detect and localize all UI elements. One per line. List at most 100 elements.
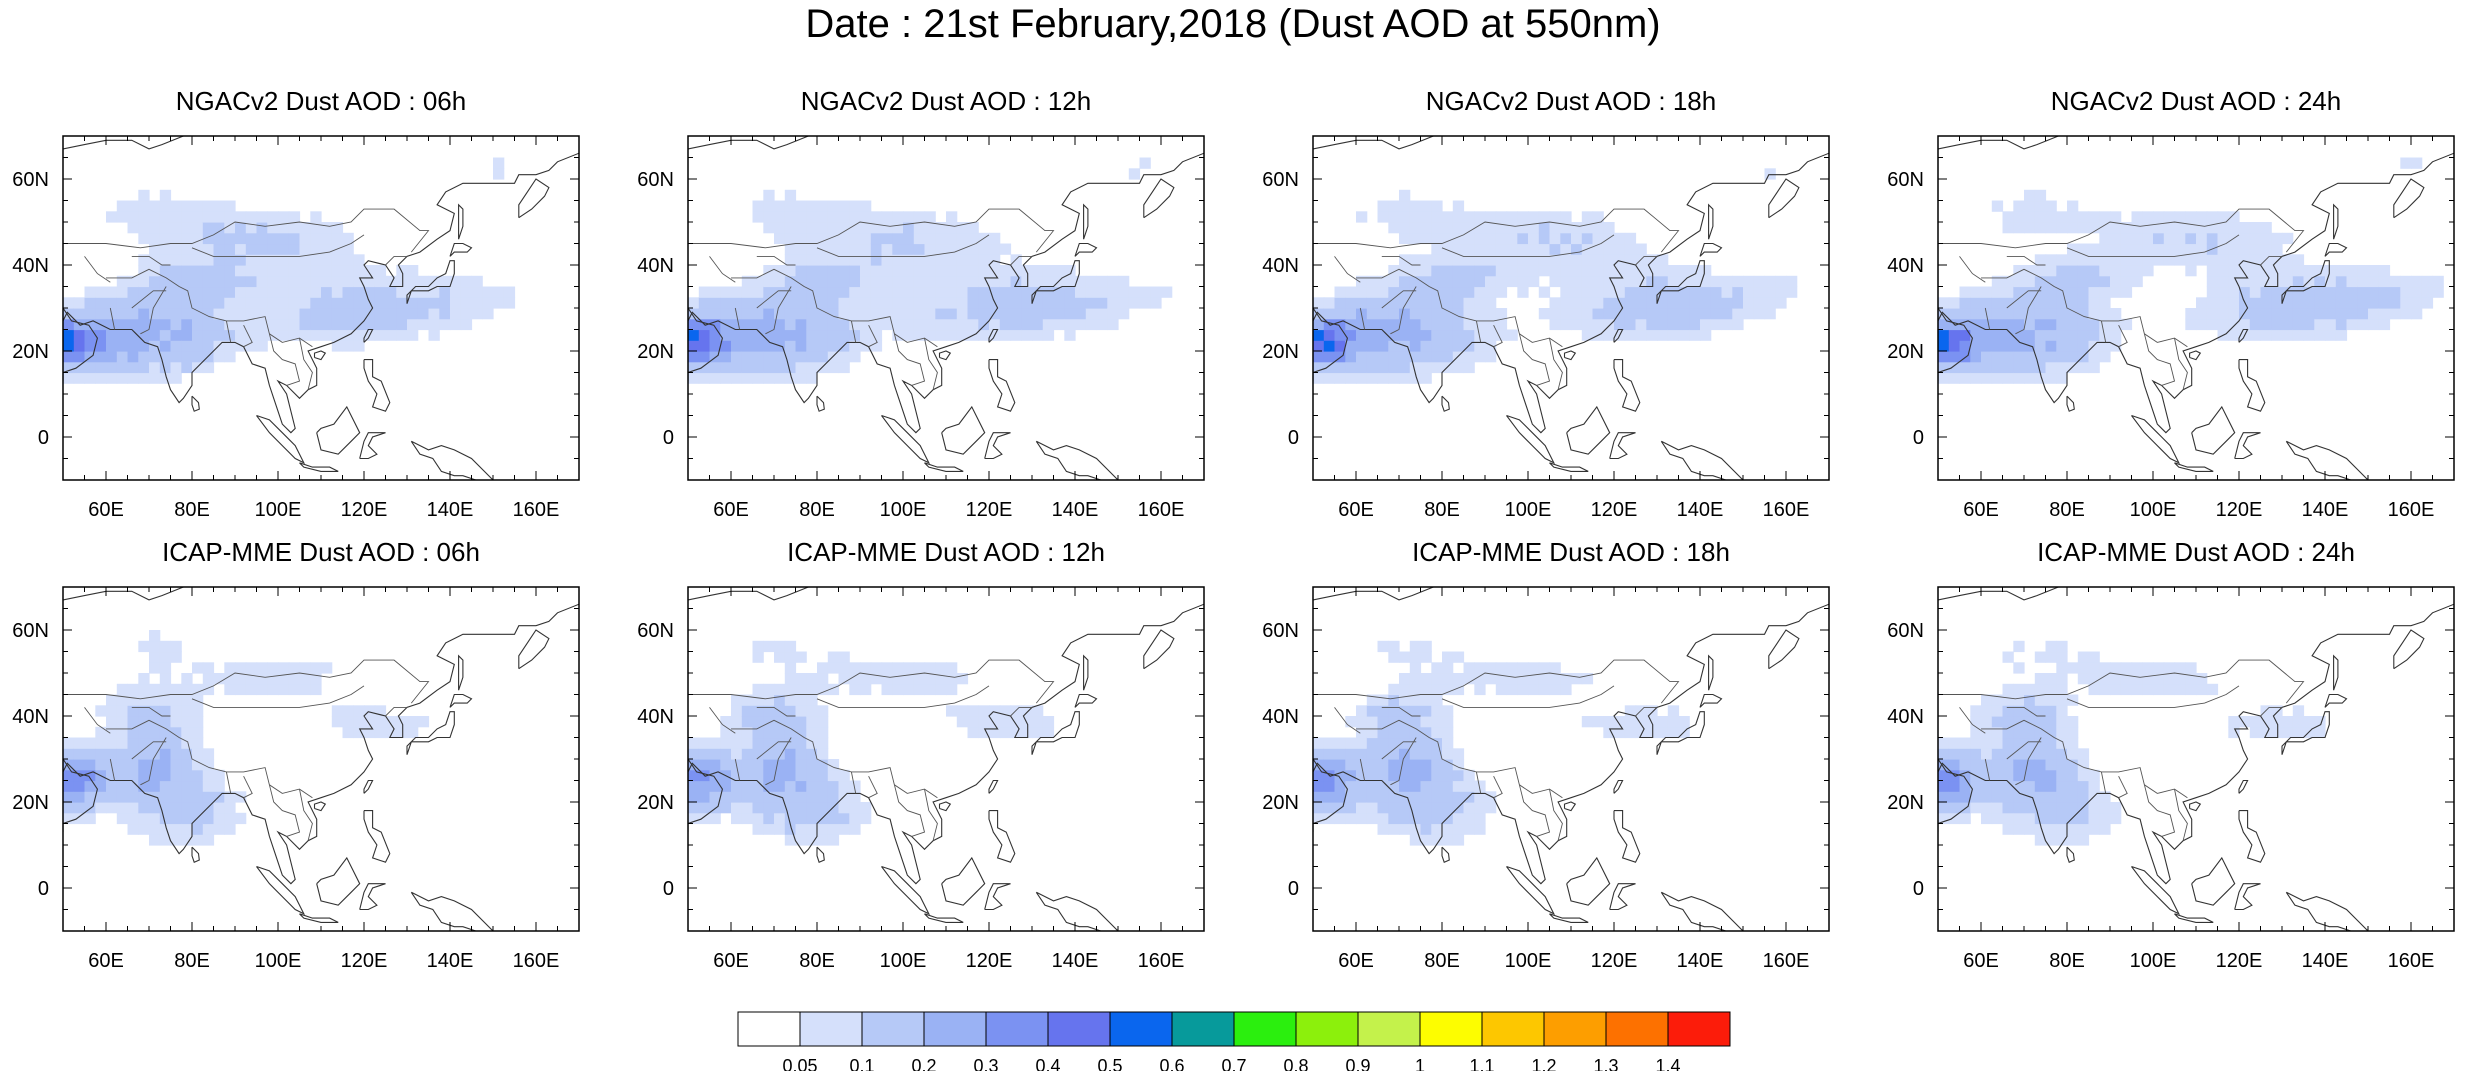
lon-tick-label: 140E <box>1052 499 1099 521</box>
lat-tick-label: 0 <box>663 427 674 449</box>
lat-tick-label: 60N <box>12 620 49 642</box>
lon-tick-label: 60E <box>88 499 124 521</box>
lat-tick-label: 20N <box>12 792 49 814</box>
lat-tick-label: 40N <box>1262 255 1299 277</box>
coastlines <box>688 587 1204 931</box>
lat-tick-label: 20N <box>637 792 674 814</box>
lat-tick-label: 20N <box>1887 341 1924 363</box>
lon-tick-label: 140E <box>427 950 474 972</box>
panel-title: ICAP-MME Dust AOD : 24h <box>2037 537 2355 567</box>
coastlines <box>688 136 1204 480</box>
lat-tick-label: 0 <box>1288 878 1299 900</box>
country-borders <box>1313 659 1680 841</box>
coastlines <box>1313 136 1829 480</box>
lat-tick-label: 60N <box>1887 620 1924 642</box>
coastlines <box>63 136 579 480</box>
lon-tick-label: 80E <box>1424 499 1460 521</box>
lon-tick-label: 60E <box>1338 499 1374 521</box>
lat-tick-label: 0 <box>663 878 674 900</box>
lon-tick-label: 80E <box>799 499 835 521</box>
map-panel: NGACv2 Dust AOD : 12h 60E 80E 100E 120E 140E 1… <box>637 86 1205 521</box>
panel-title: NGACv2 Dust AOD : 06h <box>176 86 466 116</box>
lon-tick-label: 120E <box>1591 950 1638 972</box>
panel-title: NGACv2 Dust AOD : 12h <box>801 86 1091 116</box>
lon-tick-label: 140E <box>1677 499 1724 521</box>
dust-aod-field <box>688 157 1173 384</box>
dust-aod-field <box>688 640 1055 846</box>
lon-tick-label: 60E <box>713 499 749 521</box>
lon-tick-label: 80E <box>1424 950 1460 972</box>
lon-tick-label: 100E <box>880 950 927 972</box>
lon-tick-label: 160E <box>2388 950 2435 972</box>
lat-tick-label: 20N <box>1887 792 1924 814</box>
lat-tick-label: 60N <box>1262 620 1299 642</box>
lat-tick-label: 40N <box>1262 706 1299 728</box>
country-borders <box>63 659 430 841</box>
lon-tick-label: 80E <box>174 499 210 521</box>
lon-tick-label: 80E <box>174 950 210 972</box>
dust-aod-field <box>1938 157 2444 384</box>
lat-tick-label: 40N <box>1887 255 1924 277</box>
country-borders <box>1938 208 2305 390</box>
lon-tick-label: 60E <box>713 950 749 972</box>
dust-aod-field <box>63 630 430 846</box>
map-panel: ICAP-MME Dust AOD : 18h 60E 80E 100E 120E 140… <box>1262 537 1830 972</box>
map-panel: ICAP-MME Dust AOD : 06h 60E 80E 100E 120E 140… <box>12 537 580 972</box>
lat-tick-label: 60N <box>637 169 674 191</box>
lon-tick-label: 160E <box>1763 499 1810 521</box>
lon-tick-label: 120E <box>2216 499 2263 521</box>
lon-tick-label: 140E <box>1052 950 1099 972</box>
lon-tick-label: 100E <box>2130 950 2177 972</box>
lon-tick-label: 100E <box>1505 499 1552 521</box>
lat-tick-label: 0 <box>38 878 49 900</box>
map-panel: NGACv2 Dust AOD : 06h 60E 80E 100E 120E 140E 1… <box>12 86 580 521</box>
coastlines <box>1938 587 2454 931</box>
lon-tick-label: 100E <box>255 499 302 521</box>
lat-tick-label: 40N <box>12 255 49 277</box>
lon-tick-label: 80E <box>2049 950 2085 972</box>
lat-tick-label: 20N <box>1262 792 1299 814</box>
country-borders <box>1313 208 1680 390</box>
lon-tick-label: 160E <box>2388 499 2435 521</box>
lat-tick-label: 0 <box>38 427 49 449</box>
coastlines <box>1313 587 1829 931</box>
lon-tick-label: 60E <box>1338 950 1374 972</box>
map-panel: NGACv2 Dust AOD : 24h 60E 80E 100E 120E 140E 1… <box>1887 86 2455 521</box>
lat-tick-label: 60N <box>12 169 49 191</box>
lon-tick-label: 160E <box>1138 499 1185 521</box>
lon-tick-label: 100E <box>2130 499 2177 521</box>
lon-tick-label: 120E <box>341 499 388 521</box>
lon-tick-label: 140E <box>1677 950 1724 972</box>
lon-tick-label: 80E <box>2049 499 2085 521</box>
coastlines <box>1938 136 2454 480</box>
lat-tick-label: 40N <box>12 706 49 728</box>
country-borders <box>688 208 1055 390</box>
lat-tick-label: 20N <box>1262 341 1299 363</box>
lon-tick-label: 100E <box>1505 950 1552 972</box>
country-borders <box>688 659 1055 841</box>
dust-aod-field <box>1938 640 2326 846</box>
lon-tick-label: 60E <box>88 950 124 972</box>
lon-tick-label: 160E <box>513 950 560 972</box>
lon-tick-label: 60E <box>1963 950 1999 972</box>
panel-title: ICAP-MME Dust AOD : 06h <box>162 537 480 567</box>
figure-title: Date : 21st February,2018 (Dust AOD at 5… <box>805 2 1661 46</box>
panel-title: NGACv2 Dust AOD : 24h <box>2051 86 2341 116</box>
dust-aod-field <box>1313 640 1690 846</box>
lon-tick-label: 160E <box>1763 950 1810 972</box>
panel-title: ICAP-MME Dust AOD : 18h <box>1412 537 1730 567</box>
lon-tick-label: 120E <box>966 499 1013 521</box>
lon-tick-label: 140E <box>427 499 474 521</box>
country-borders <box>63 208 430 390</box>
lon-tick-label: 120E <box>966 950 1013 972</box>
country-borders <box>1938 659 2305 841</box>
lat-tick-label: 40N <box>1887 706 1924 728</box>
lon-tick-label: 100E <box>255 950 302 972</box>
lon-tick-label: 160E <box>1138 950 1185 972</box>
lat-tick-label: 60N <box>1887 169 1924 191</box>
lon-tick-label: 120E <box>2216 950 2263 972</box>
map-panel: ICAP-MME Dust AOD : 24h 60E 80E 100E 120E 140… <box>1887 537 2455 972</box>
lon-tick-label: 160E <box>513 499 560 521</box>
lon-tick-label: 80E <box>799 950 835 972</box>
